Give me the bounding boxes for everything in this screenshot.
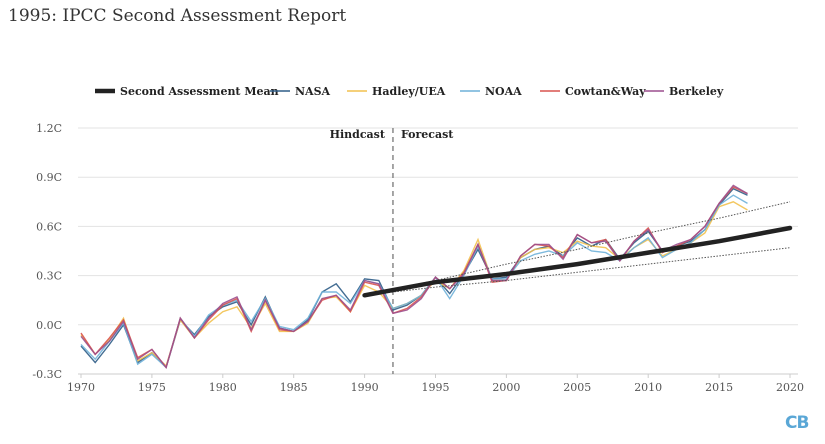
series-line-cowtan-way xyxy=(80,186,748,369)
legend-label: Second Assessment Mean xyxy=(120,85,279,98)
series-line-noaa xyxy=(80,194,748,369)
y-tick-label: 0.0C xyxy=(36,319,62,332)
x-tick-label: 1970 xyxy=(67,381,95,394)
x-tick-label: 1985 xyxy=(280,381,308,394)
hindcast-label: Hindcast xyxy=(330,128,386,141)
series-line-berkeley xyxy=(80,184,748,369)
projection-mean-line xyxy=(362,225,793,298)
y-tick-label: -0.3C xyxy=(32,368,62,381)
carbon-brief-logo: CB xyxy=(785,413,809,433)
legend-label: Cowtan&Way xyxy=(565,85,646,98)
chart-title: 1995: IPCC Second Assessment Report xyxy=(8,6,347,26)
x-tick-label: 2005 xyxy=(563,381,591,394)
x-tick-label: 1995 xyxy=(422,381,450,394)
legend-label: Hadley/UEA xyxy=(372,85,446,98)
projection-lower-bound xyxy=(364,247,791,296)
x-tick-label: 2010 xyxy=(634,381,662,394)
x-tick-label: 2015 xyxy=(705,381,733,394)
y-tick-label: 0.3C xyxy=(36,270,62,283)
x-tick-label: 1980 xyxy=(209,381,237,394)
x-tick-label: 1990 xyxy=(351,381,379,394)
x-tick-label: 2020 xyxy=(776,381,804,394)
legend-label: NASA xyxy=(295,85,331,98)
legend-label: Berkeley xyxy=(669,85,724,98)
y-tick-label: 1.2C xyxy=(36,122,62,135)
y-tick-label: 0.9C xyxy=(36,171,62,184)
forecast-label: Forecast xyxy=(401,128,454,141)
series-line-nasa xyxy=(80,187,748,369)
x-tick-label: 2000 xyxy=(492,381,520,394)
legend-label: NOAA xyxy=(485,85,522,98)
x-tick-label: 1975 xyxy=(138,381,166,394)
y-tick-label: 0.6C xyxy=(36,220,62,233)
